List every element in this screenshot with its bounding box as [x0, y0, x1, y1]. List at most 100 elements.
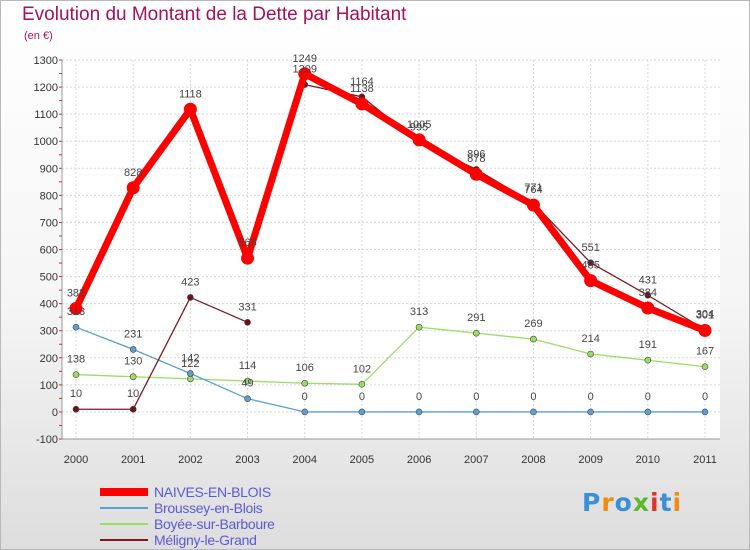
- data-label: 995: [410, 122, 428, 134]
- data-point-0: [412, 133, 426, 147]
- data-label: 485: [581, 260, 599, 272]
- y-tick-label: 300: [40, 326, 58, 338]
- legend-swatch: [100, 488, 148, 496]
- data-label: 1249: [292, 53, 316, 65]
- data-label: 1164: [350, 76, 374, 88]
- chart-title: Evolution du Montant de la Dette par Hab…: [22, 4, 407, 25]
- data-point-0: [298, 67, 312, 81]
- data-label: 130: [124, 356, 142, 368]
- data-point-0: [469, 167, 483, 181]
- data-label: 301: [696, 309, 714, 321]
- y-tick-label: 100: [40, 380, 58, 392]
- y-tick-label: 1100: [34, 109, 58, 121]
- data-label: 138: [67, 354, 85, 366]
- y-tick-label: 700: [40, 217, 58, 229]
- data-point-2: [187, 375, 194, 383]
- legend-label: Boyée-sur-Barboure: [154, 516, 275, 532]
- series-line-1: [75, 326, 706, 413]
- data-label: 291: [467, 312, 485, 324]
- y-tick-label: 800: [40, 190, 58, 202]
- data-label: 1138: [350, 83, 374, 95]
- data-label: 384: [639, 287, 657, 299]
- data-label: 0: [530, 391, 536, 403]
- data-label: 304: [696, 309, 714, 321]
- y-tick-label: 1300: [34, 55, 58, 67]
- data-point-2: [301, 379, 309, 387]
- x-tick-label: 2004: [292, 454, 316, 466]
- data-point-2: [244, 377, 251, 385]
- x-tick-label: 2001: [121, 454, 145, 466]
- data-label: 167: [696, 346, 714, 358]
- data-point-3: [644, 291, 652, 299]
- data-label: 0: [416, 391, 422, 403]
- legend-item: Méligny-le-Grand: [100, 532, 275, 548]
- y-tick-label: 400: [40, 299, 58, 311]
- data-label: 1005: [407, 119, 431, 131]
- data-label: 191: [639, 339, 657, 351]
- data-point-1: [701, 408, 709, 416]
- data-label: 49: [241, 378, 253, 390]
- data-label: 269: [524, 318, 542, 330]
- data-point-0: [183, 102, 197, 116]
- data-point-0: [584, 274, 598, 288]
- data-label: 102: [353, 363, 371, 375]
- data-point-3: [244, 319, 251, 326]
- data-label: 114: [239, 360, 257, 372]
- data-label: 122: [181, 358, 199, 370]
- x-tick-label: 2011: [693, 454, 717, 466]
- data-label: 142: [181, 352, 199, 364]
- data-point-2: [129, 373, 137, 381]
- data-point-0: [355, 97, 369, 111]
- data-label: 0: [702, 391, 708, 403]
- legend-label: Broussey-en-Blois: [154, 500, 263, 516]
- data-point-2: [415, 323, 423, 331]
- data-point-1: [129, 346, 137, 353]
- legend: NAIVES-EN-BLOIS Broussey-en-Blois Boyée-su…: [100, 484, 275, 548]
- data-label: 828: [124, 167, 142, 179]
- data-point-2: [587, 350, 594, 358]
- x-tick-label: 2009: [578, 454, 602, 466]
- x-tick-label: 2002: [178, 454, 202, 466]
- legend-swatch: [100, 539, 148, 541]
- data-label: 10: [127, 388, 139, 400]
- data-point-0: [526, 198, 540, 212]
- proxiti-logo: Proxiti: [582, 488, 683, 517]
- data-label: 382: [67, 288, 85, 300]
- legend-label: Méligny-le-Grand: [154, 532, 257, 548]
- legend-item: Boyée-sur-Barboure: [100, 516, 275, 532]
- legend-label: NAIVES-EN-BLOIS: [154, 484, 271, 500]
- data-point-2: [701, 363, 709, 371]
- y-tick-label: 1200: [34, 82, 58, 94]
- data-label: 431: [639, 274, 657, 286]
- x-tick-label: 2003: [235, 454, 259, 466]
- data-point-2: [358, 381, 366, 388]
- data-label: 231: [124, 328, 142, 340]
- data-label: 1118: [179, 88, 202, 100]
- data-label: 0: [473, 391, 479, 403]
- data-label: 896: [467, 148, 485, 160]
- series-line-0: [72, 70, 709, 334]
- data-point-1: [301, 408, 309, 416]
- data-point-3: [587, 259, 594, 267]
- x-tick-label: 2006: [407, 454, 431, 466]
- data-label: 0: [359, 391, 365, 403]
- data-point-0: [126, 181, 140, 195]
- data-label: 106: [296, 362, 314, 374]
- series-line-2: [75, 326, 706, 385]
- data-point-2: [644, 356, 652, 364]
- data-point-2: [530, 335, 537, 343]
- data-label: 0: [645, 391, 651, 403]
- data-point-0: [698, 323, 712, 337]
- data-point-1: [358, 408, 366, 416]
- data-point-3: [187, 294, 194, 301]
- y-tick-label: 600: [40, 245, 58, 257]
- data-point-1: [472, 408, 480, 416]
- data-point-0: [69, 302, 83, 316]
- data-point-2: [72, 371, 80, 378]
- data-label: 771: [524, 182, 542, 194]
- y-tick-label: 500: [40, 272, 58, 284]
- data-label: 568: [238, 237, 256, 249]
- data-label: 1209: [292, 64, 316, 76]
- x-tick-label: 2005: [350, 454, 374, 466]
